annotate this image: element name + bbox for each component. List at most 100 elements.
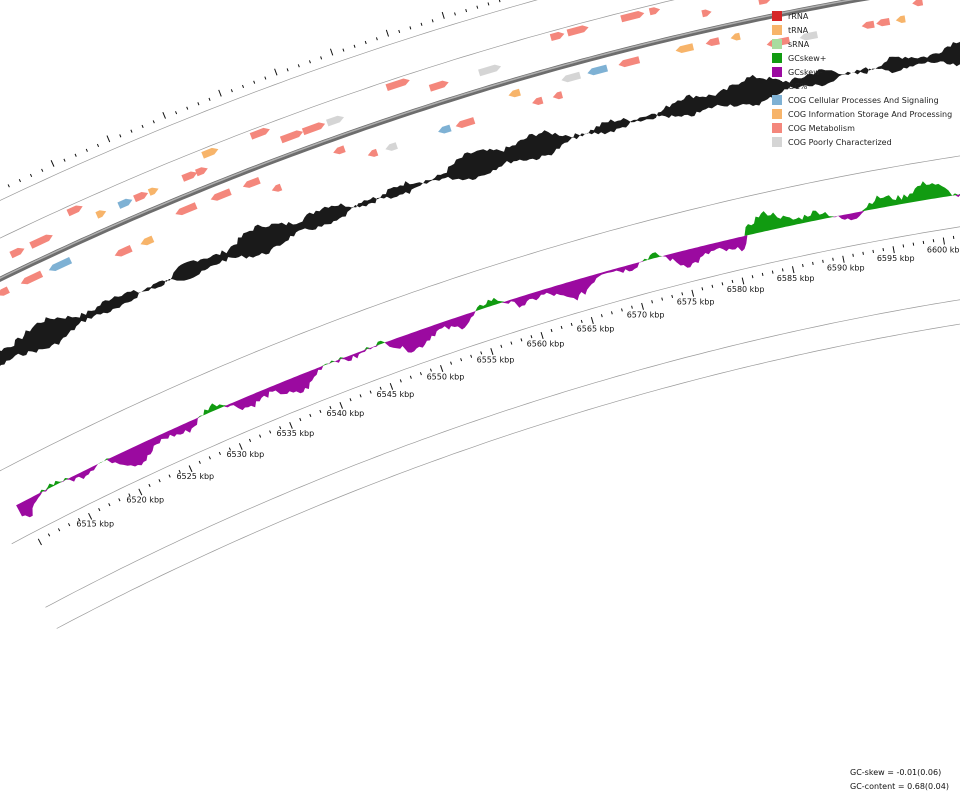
kbp-label: 6565 kbp xyxy=(577,325,615,334)
inner-tick xyxy=(781,268,784,272)
inner-tick xyxy=(530,335,533,339)
inner-tick xyxy=(429,368,432,372)
inner-tick xyxy=(902,244,905,248)
legend-item-gc-percent: GC% xyxy=(772,79,952,93)
inner-tick xyxy=(560,325,563,330)
inner-tick xyxy=(88,512,93,520)
outer-tick xyxy=(63,158,66,162)
legend-swatch-cog-cellular xyxy=(772,95,782,105)
inner-tick xyxy=(741,277,745,285)
legend-label-srna: sRNA xyxy=(788,39,810,49)
outer-tick xyxy=(297,64,300,68)
kbp-label: 6535 kbp xyxy=(277,429,315,438)
gene-arrow xyxy=(333,145,346,155)
outer-tick xyxy=(152,120,155,124)
coordinate-ticks xyxy=(7,0,955,546)
gene-arrow xyxy=(133,192,149,203)
kbp-label: 6540 kbp xyxy=(327,409,365,418)
outer-tick xyxy=(431,19,434,23)
gene-arrow xyxy=(912,0,924,7)
track-rings xyxy=(0,0,960,629)
gene-arrow xyxy=(201,147,219,159)
outer-tick xyxy=(342,48,345,52)
inner-tick xyxy=(369,390,372,394)
legend-label-cog-information: COG Information Storage And Processing xyxy=(788,109,953,119)
legend-swatch-cog-information xyxy=(772,109,782,119)
gene-arrow xyxy=(140,235,155,246)
inner-tick xyxy=(580,319,583,324)
gene-arrow xyxy=(799,31,818,41)
gene-arrow xyxy=(175,202,198,216)
inner-tick xyxy=(148,483,151,487)
outer-tick xyxy=(364,40,367,45)
inner-tick xyxy=(610,311,613,315)
inner-tick xyxy=(791,266,795,274)
gene-arrow xyxy=(561,71,581,83)
inner-tick xyxy=(651,300,653,304)
inner-tick xyxy=(510,341,513,345)
gene-arrow xyxy=(438,124,452,134)
inner-tick xyxy=(832,257,834,261)
outer-tick xyxy=(208,97,211,101)
inner-tick xyxy=(359,394,362,398)
inner-tick xyxy=(520,338,523,342)
inner-tick xyxy=(299,417,302,422)
inner-tick xyxy=(228,447,231,451)
inner-tick xyxy=(279,426,282,430)
ring-line xyxy=(0,0,538,201)
kbp-label: 6590 kbp xyxy=(827,264,865,273)
inner-tick xyxy=(37,538,42,546)
outer-tick xyxy=(41,168,44,172)
gc-skew-negative xyxy=(16,194,960,518)
outer-tick xyxy=(454,12,456,16)
gene-arrow xyxy=(271,183,283,192)
gene-arrow xyxy=(9,247,25,259)
outer-tick xyxy=(375,37,378,41)
inner-tick xyxy=(349,398,352,402)
gene-arrow xyxy=(701,9,712,18)
inner-tick xyxy=(942,237,945,245)
gene-arrow xyxy=(552,91,563,100)
outer-tick xyxy=(197,102,200,106)
inner-tick xyxy=(259,434,262,438)
gc-skew-track xyxy=(16,181,960,518)
inner-tick xyxy=(440,365,444,372)
inner-tick xyxy=(621,308,623,312)
outer-tick xyxy=(274,68,278,76)
outer-tick xyxy=(409,26,412,30)
inner-tick xyxy=(138,488,143,496)
legend-item-rrna: rRNA xyxy=(772,9,952,23)
inner-tick xyxy=(188,465,193,473)
inner-tick xyxy=(761,272,764,276)
gene-arrow xyxy=(195,167,208,177)
ring-line xyxy=(0,0,675,239)
legend-item-gcskew-plus: GCskew+ xyxy=(772,51,952,65)
inner-tick xyxy=(771,270,774,274)
legend-item-cog-metabolism: COG Metabolism xyxy=(772,121,952,135)
gene-arrow xyxy=(95,210,107,219)
legend-swatch-gc-percent xyxy=(772,81,782,91)
gene-arrow xyxy=(455,117,476,128)
inner-tick xyxy=(862,251,864,255)
inner-tick xyxy=(208,456,211,460)
inner-tick xyxy=(379,386,382,390)
kbp-label: 6600 kbp xyxy=(927,245,960,254)
legend-label-cog-poorly: COG Poorly Characterized xyxy=(788,137,892,147)
legend-item-srna: sRNA xyxy=(772,37,952,51)
kbp-labels: 6515 kbp 6520 kbp 6525 kbp 6530 kbp 6535 kbp… xyxy=(76,245,960,528)
outer-tick xyxy=(130,129,133,133)
gene-arrow xyxy=(326,115,344,127)
gene-arrow xyxy=(279,130,304,144)
kbp-label: 6545 kbp xyxy=(377,390,415,399)
kbp-label: 6520 kbp xyxy=(126,495,164,504)
ring-line xyxy=(56,323,960,629)
gene-features xyxy=(0,0,924,296)
gene-arrow xyxy=(147,187,159,196)
inner-tick xyxy=(218,451,221,455)
outer-tick xyxy=(420,22,423,26)
inner-tick xyxy=(389,382,394,390)
outer-tick xyxy=(308,60,311,64)
inner-tick xyxy=(419,372,422,376)
legend-swatch-rrna xyxy=(772,11,782,21)
gene-arrow xyxy=(758,0,771,5)
